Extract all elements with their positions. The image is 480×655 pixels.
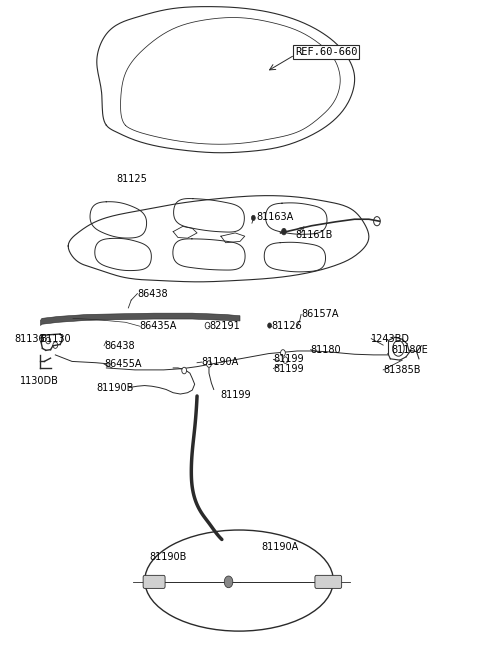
Text: 86438: 86438 xyxy=(104,341,134,351)
Circle shape xyxy=(268,323,272,328)
Text: 81126: 81126 xyxy=(271,320,302,331)
Circle shape xyxy=(283,357,288,364)
Text: 1130DB: 1130DB xyxy=(20,376,59,386)
Text: 81199: 81199 xyxy=(274,354,304,364)
Text: 86157A: 86157A xyxy=(301,309,338,320)
Text: REF.60-660: REF.60-660 xyxy=(295,47,358,57)
Text: 81199: 81199 xyxy=(220,390,251,400)
Text: 81130: 81130 xyxy=(40,333,71,344)
FancyBboxPatch shape xyxy=(143,575,165,588)
Text: 86435A: 86435A xyxy=(140,321,177,331)
Text: 81190A: 81190A xyxy=(262,542,299,552)
Circle shape xyxy=(205,322,210,329)
Circle shape xyxy=(281,350,285,356)
Text: 81136: 81136 xyxy=(15,333,46,344)
Text: 81125: 81125 xyxy=(116,174,147,184)
Circle shape xyxy=(281,229,286,235)
Circle shape xyxy=(252,215,255,221)
Circle shape xyxy=(182,367,187,374)
Text: 81190B: 81190B xyxy=(149,552,187,562)
Text: 81180E: 81180E xyxy=(392,345,429,354)
Text: 82191: 82191 xyxy=(209,320,240,331)
Circle shape xyxy=(224,576,233,588)
Text: 81163A: 81163A xyxy=(257,212,294,221)
Text: 86438: 86438 xyxy=(137,289,168,299)
Text: 86455A: 86455A xyxy=(104,359,142,369)
Circle shape xyxy=(206,361,211,367)
Text: 81180: 81180 xyxy=(311,345,341,354)
Text: 81190A: 81190A xyxy=(202,357,239,367)
Polygon shape xyxy=(40,313,240,326)
Text: 1243BD: 1243BD xyxy=(371,333,410,344)
Text: 81190B: 81190B xyxy=(96,383,133,392)
Text: 81199: 81199 xyxy=(274,364,304,373)
FancyBboxPatch shape xyxy=(315,575,342,588)
Text: 81385B: 81385B xyxy=(383,365,420,375)
Text: 81161B: 81161B xyxy=(295,230,332,240)
